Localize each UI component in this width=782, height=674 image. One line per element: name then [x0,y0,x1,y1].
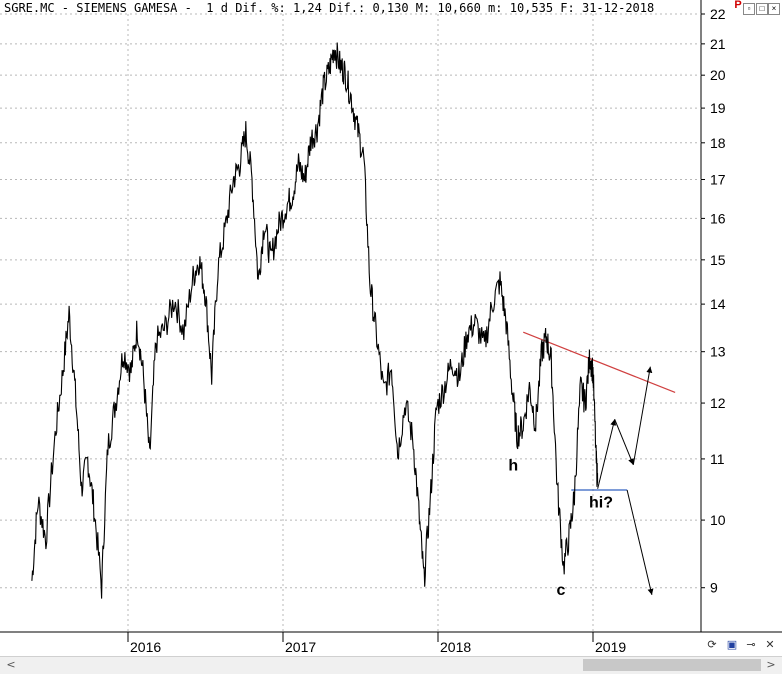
y-tick-label: 16 [710,210,726,226]
pin-icon[interactable]: ⊸ [746,638,756,651]
chart-area: 22 21 20 19 18 17 16 15 14 13 12 11 10 9 2016 2017 2018… [0,0,782,656]
close-icon[interactable]: ✕ [765,638,775,651]
window-close-icon[interactable]: × [768,3,780,15]
y-tick-label: 20 [710,67,726,83]
chart-toolbar: ⟳ ▣ ⊸ ✕ [703,636,781,654]
maximize-icon[interactable]: □ [756,3,768,15]
y-tick-label: 11 [710,451,725,467]
y-tick-label: 22 [710,6,726,22]
y-tick-label: 12 [710,395,726,411]
p-flag-button[interactable]: P [734,0,742,11]
x-tick-label: 2017 [285,639,316,655]
price-series-line [31,42,599,599]
horizontal-scrollbar[interactable]: < > [0,656,782,674]
x-tick-label: 2016 [130,639,161,655]
scenario-up-arrow [614,419,634,465]
scenario-up-arrow [632,366,653,465]
y-tick-label: 13 [710,344,726,360]
y-tick-label: 18 [710,135,726,151]
y-tick-label: 21 [710,36,726,52]
scenario-down-arrow [626,489,654,596]
y-tick-label: 19 [710,100,726,116]
wave-label: c [556,582,565,599]
x-tick-label: 2018 [440,639,471,655]
x-tick-label: 2019 [595,639,626,655]
y-tick-label: 15 [710,252,726,268]
refresh-icon[interactable]: ⟳ [707,638,717,651]
y-tick-label: 17 [710,171,726,187]
scroll-right-icon[interactable]: > [766,658,776,671]
chart-header: SGRE.MC - SIEMENS GAMESA - 1 d Dif. %: 1… [4,1,655,15]
y-tick-label: 9 [710,580,718,596]
y-tick-label: 14 [710,296,726,312]
save-icon[interactable]: ▣ [726,638,738,651]
y-tick-label: 10 [710,512,726,528]
minimize-icon[interactable]: ▫ [743,3,755,15]
scroll-thumb[interactable] [583,659,761,671]
scenario-up-arrow [597,419,617,489]
scroll-left-icon[interactable]: < [6,658,16,671]
wave-label: h [508,458,518,475]
wave-label: hi? [589,494,613,511]
